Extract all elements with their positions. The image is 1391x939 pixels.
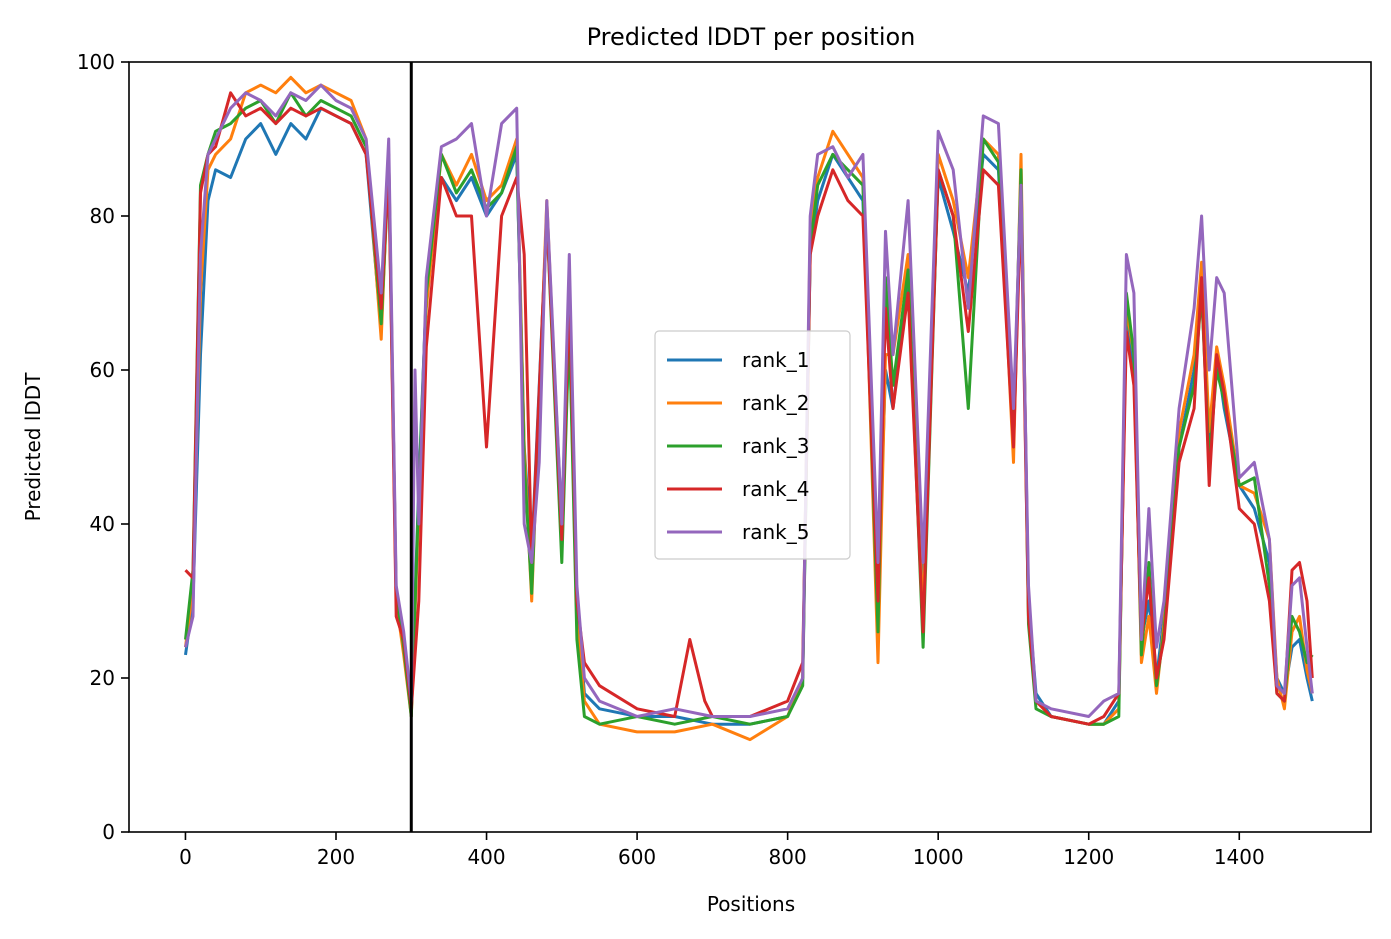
x-tick-label: 600 xyxy=(618,845,656,869)
y-tick-label: 100 xyxy=(77,50,115,74)
legend-label-rank_1: rank_1 xyxy=(742,348,809,372)
x-tick-label: 1400 xyxy=(1214,845,1265,869)
x-axis-ticks: 0 200 400 600 800 1000 1200 1400 xyxy=(179,832,1265,869)
y-tick-label: 20 xyxy=(90,666,115,690)
legend-label-rank_3: rank_3 xyxy=(742,434,809,458)
plot-frame xyxy=(128,61,1372,833)
y-tick-label: 60 xyxy=(90,358,115,382)
y-axis-title: Predicted lDDT xyxy=(21,372,45,522)
x-tick-label: 1000 xyxy=(913,845,964,869)
x-tick-label: 800 xyxy=(769,845,807,869)
x-tick-label: 0 xyxy=(179,845,192,869)
legend-items: rank_1 rank_2 rank_3 rank_4 rank_5 xyxy=(667,348,809,544)
legend: rank_1 rank_2 rank_3 rank_4 rank_5 xyxy=(654,330,851,560)
x-tick-label: 1200 xyxy=(1063,845,1114,869)
x-tick-label: 400 xyxy=(467,845,505,869)
legend-label-rank_5: rank_5 xyxy=(742,520,809,544)
y-tick-label: 40 xyxy=(90,512,115,536)
legend-label-rank_4: rank_4 xyxy=(742,477,809,501)
x-axis-title: Positions xyxy=(707,892,795,916)
legend-box xyxy=(654,330,851,560)
chart-title: Predicted lDDT per position xyxy=(587,23,916,51)
legend-label-rank_2: rank_2 xyxy=(742,391,809,415)
y-tick-label: 0 xyxy=(102,820,115,844)
x-tick-label: 200 xyxy=(317,845,355,869)
y-axis-ticks: 0 20 40 60 80 100 xyxy=(77,50,129,844)
y-tick-label: 80 xyxy=(90,204,115,228)
